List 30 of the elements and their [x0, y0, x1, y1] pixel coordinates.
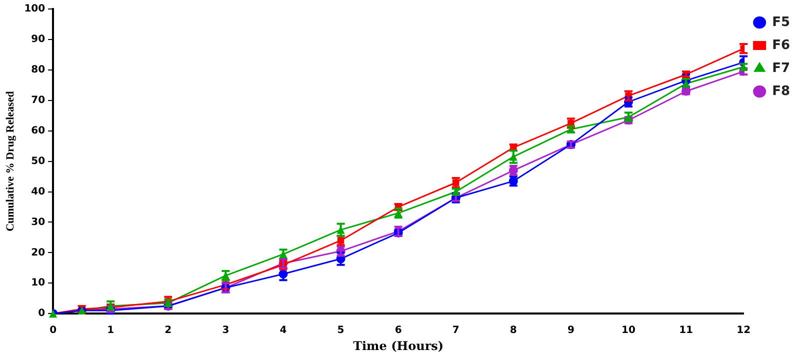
y-tick-label: 80	[31, 64, 46, 76]
legend-label: F6	[772, 38, 790, 53]
y-tick-label: 10	[31, 278, 46, 289]
y-tick-label: 70	[31, 94, 46, 106]
legend-label: F7	[772, 60, 790, 76]
y-axis-title: Cumulative % Drug Released	[4, 91, 16, 232]
y-tick-label: 20	[31, 247, 46, 258]
x-tick-label: 6	[394, 325, 402, 336]
legend-label: F8	[772, 84, 790, 99]
x-tick-label: 10	[622, 325, 636, 336]
x-tick-label: 9	[567, 325, 574, 336]
x-tick-label: 3	[222, 325, 230, 336]
x-tick-label: 2	[164, 325, 172, 336]
y-tick-label: 50	[31, 156, 46, 167]
x-tick-label: 12	[736, 325, 751, 336]
x-tick-label: 5	[337, 325, 344, 336]
x-tick-label: 11	[679, 325, 694, 336]
y-tick-label: 90	[31, 34, 46, 46]
x-tick-label: 8	[510, 325, 517, 336]
x-tick-label: 1	[107, 325, 114, 336]
y-tick-label: 40	[31, 186, 46, 198]
y-tick-label: 100	[24, 4, 46, 15]
y-tick-label: 30	[31, 216, 46, 228]
x-tick-label: 7	[452, 325, 460, 336]
y-tick-label: 60	[31, 125, 46, 136]
legend-label: F5	[772, 14, 790, 30]
x-axis-title: Time (Hours)	[353, 338, 444, 353]
x-tick-label: 4	[280, 325, 287, 336]
y-tick-label: 0	[38, 308, 46, 320]
x-tick-label: 0	[50, 325, 57, 336]
